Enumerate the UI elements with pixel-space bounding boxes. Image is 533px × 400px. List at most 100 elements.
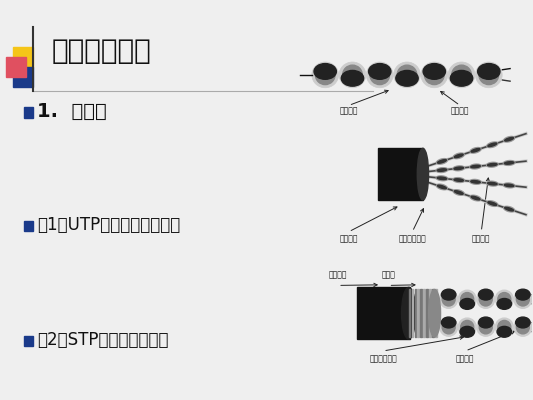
Text: （1）UTP（非屏蔽双绞线）: （1）UTP（非屏蔽双绞线） <box>37 216 181 234</box>
Ellipse shape <box>424 65 444 84</box>
Ellipse shape <box>515 317 530 328</box>
Ellipse shape <box>453 190 464 195</box>
Ellipse shape <box>460 326 474 337</box>
Text: 色标绝缘外皮: 色标绝缘外皮 <box>369 354 397 363</box>
Ellipse shape <box>314 64 336 79</box>
Ellipse shape <box>421 62 448 88</box>
Bar <box>378 148 423 200</box>
Bar <box>426 289 428 338</box>
Text: 1.  双绞线: 1. 双绞线 <box>37 102 107 121</box>
Ellipse shape <box>470 195 481 201</box>
Bar <box>423 289 425 338</box>
Ellipse shape <box>460 298 474 309</box>
Text: 塑料护套: 塑料护套 <box>329 270 348 280</box>
Ellipse shape <box>437 169 447 171</box>
Bar <box>415 289 416 338</box>
Ellipse shape <box>503 160 515 165</box>
Ellipse shape <box>470 148 481 153</box>
Ellipse shape <box>436 176 448 181</box>
Ellipse shape <box>514 318 532 336</box>
Ellipse shape <box>440 318 457 336</box>
Ellipse shape <box>454 167 464 170</box>
Ellipse shape <box>498 320 511 334</box>
Ellipse shape <box>423 64 446 79</box>
Ellipse shape <box>343 65 362 84</box>
Ellipse shape <box>437 159 447 164</box>
Ellipse shape <box>497 326 512 337</box>
Text: 屏蔽层: 屏蔽层 <box>382 270 395 280</box>
Bar <box>24 336 33 346</box>
Ellipse shape <box>401 287 416 339</box>
Ellipse shape <box>397 65 417 84</box>
Bar <box>24 108 33 118</box>
Ellipse shape <box>440 290 457 308</box>
Text: 二、传输介质: 二、传输介质 <box>52 37 151 65</box>
Ellipse shape <box>495 318 513 336</box>
Ellipse shape <box>442 292 455 306</box>
Ellipse shape <box>453 166 465 171</box>
Text: 铜芯导体: 铜芯导体 <box>472 235 490 244</box>
Ellipse shape <box>312 62 338 88</box>
Ellipse shape <box>339 62 366 88</box>
Ellipse shape <box>504 206 514 212</box>
Bar <box>24 221 33 231</box>
Ellipse shape <box>470 180 481 184</box>
Ellipse shape <box>441 317 456 328</box>
Ellipse shape <box>516 292 529 306</box>
Ellipse shape <box>471 165 480 168</box>
Ellipse shape <box>504 184 514 187</box>
Text: 塑料护套: 塑料护套 <box>340 235 358 244</box>
Ellipse shape <box>515 289 530 300</box>
Ellipse shape <box>477 290 495 308</box>
Bar <box>13 67 33 87</box>
Ellipse shape <box>458 318 476 336</box>
Ellipse shape <box>497 298 512 309</box>
Bar <box>417 289 419 338</box>
Ellipse shape <box>448 62 475 88</box>
Ellipse shape <box>471 148 480 152</box>
Ellipse shape <box>396 70 418 86</box>
Ellipse shape <box>453 178 465 182</box>
Ellipse shape <box>450 70 473 86</box>
Ellipse shape <box>477 318 495 336</box>
Ellipse shape <box>479 320 492 334</box>
Ellipse shape <box>478 64 500 79</box>
Ellipse shape <box>370 65 390 84</box>
Ellipse shape <box>488 202 497 205</box>
Bar <box>411 289 413 338</box>
Ellipse shape <box>479 65 499 84</box>
Ellipse shape <box>487 142 498 148</box>
Ellipse shape <box>452 65 471 84</box>
Ellipse shape <box>441 289 456 300</box>
Ellipse shape <box>487 162 498 167</box>
Ellipse shape <box>505 138 513 141</box>
Bar <box>357 287 410 339</box>
Ellipse shape <box>442 320 455 334</box>
Ellipse shape <box>504 162 514 164</box>
Ellipse shape <box>471 196 480 200</box>
Ellipse shape <box>479 317 493 328</box>
Ellipse shape <box>316 65 335 84</box>
Text: 色标绝缘导线: 色标绝缘导线 <box>399 235 426 244</box>
Ellipse shape <box>516 320 529 334</box>
Ellipse shape <box>475 62 502 88</box>
Text: 铜芯导体: 铜芯导体 <box>456 354 474 363</box>
Ellipse shape <box>495 290 513 308</box>
Ellipse shape <box>487 201 498 206</box>
Ellipse shape <box>417 148 429 200</box>
Ellipse shape <box>505 207 513 211</box>
Ellipse shape <box>471 180 480 183</box>
Ellipse shape <box>461 292 474 306</box>
Ellipse shape <box>488 143 497 146</box>
Ellipse shape <box>488 164 497 166</box>
Ellipse shape <box>479 292 492 306</box>
Ellipse shape <box>479 289 493 300</box>
Bar <box>13 47 33 67</box>
Ellipse shape <box>438 185 446 189</box>
Ellipse shape <box>454 179 464 181</box>
Bar <box>429 289 431 338</box>
Ellipse shape <box>368 64 391 79</box>
Ellipse shape <box>453 153 464 159</box>
Text: 铜芯导体: 铜芯导体 <box>451 106 469 116</box>
Text: 绝缘外皮: 绝缘外皮 <box>340 106 358 116</box>
